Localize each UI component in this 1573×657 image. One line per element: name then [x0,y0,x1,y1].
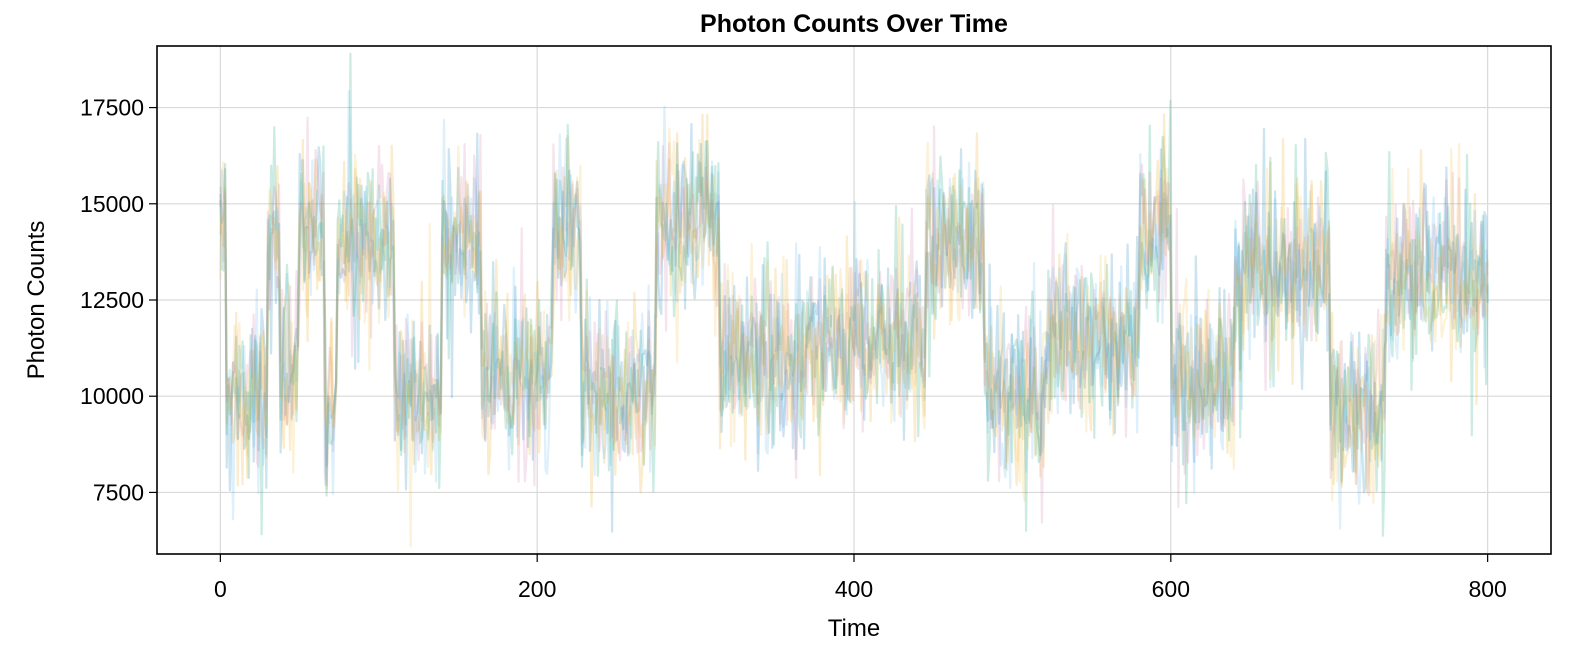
y-tick-label: 10000 [80,383,144,409]
y-axis-label: Photon Counts [23,221,50,380]
series-line [219,122,1489,533]
series-line [219,127,1489,548]
series-line [219,113,1489,508]
series-line [219,89,1489,530]
series-line [219,116,1489,524]
series-line [219,52,1489,537]
y-tick-label: 17500 [80,95,144,121]
x-tick-label: 800 [1468,576,1506,602]
y-tick-label: 12500 [80,287,144,313]
x-tick-label: 200 [518,576,556,602]
y-tick-label: 15000 [80,191,144,217]
x-tick-label: 600 [1152,576,1190,602]
x-axis-label: Time [828,615,880,642]
series-layer [219,52,1489,548]
tick-layer: 0 200 400 600 800 7500 10000 12500 15000 17500 [80,95,1507,602]
x-tick-label: 0 [214,576,227,602]
chart-title: Photon Counts Over Time [700,10,1008,38]
x-tick-label: 400 [835,576,873,602]
grid-lines [157,46,1551,554]
y-tick-label: 7500 [93,479,144,505]
